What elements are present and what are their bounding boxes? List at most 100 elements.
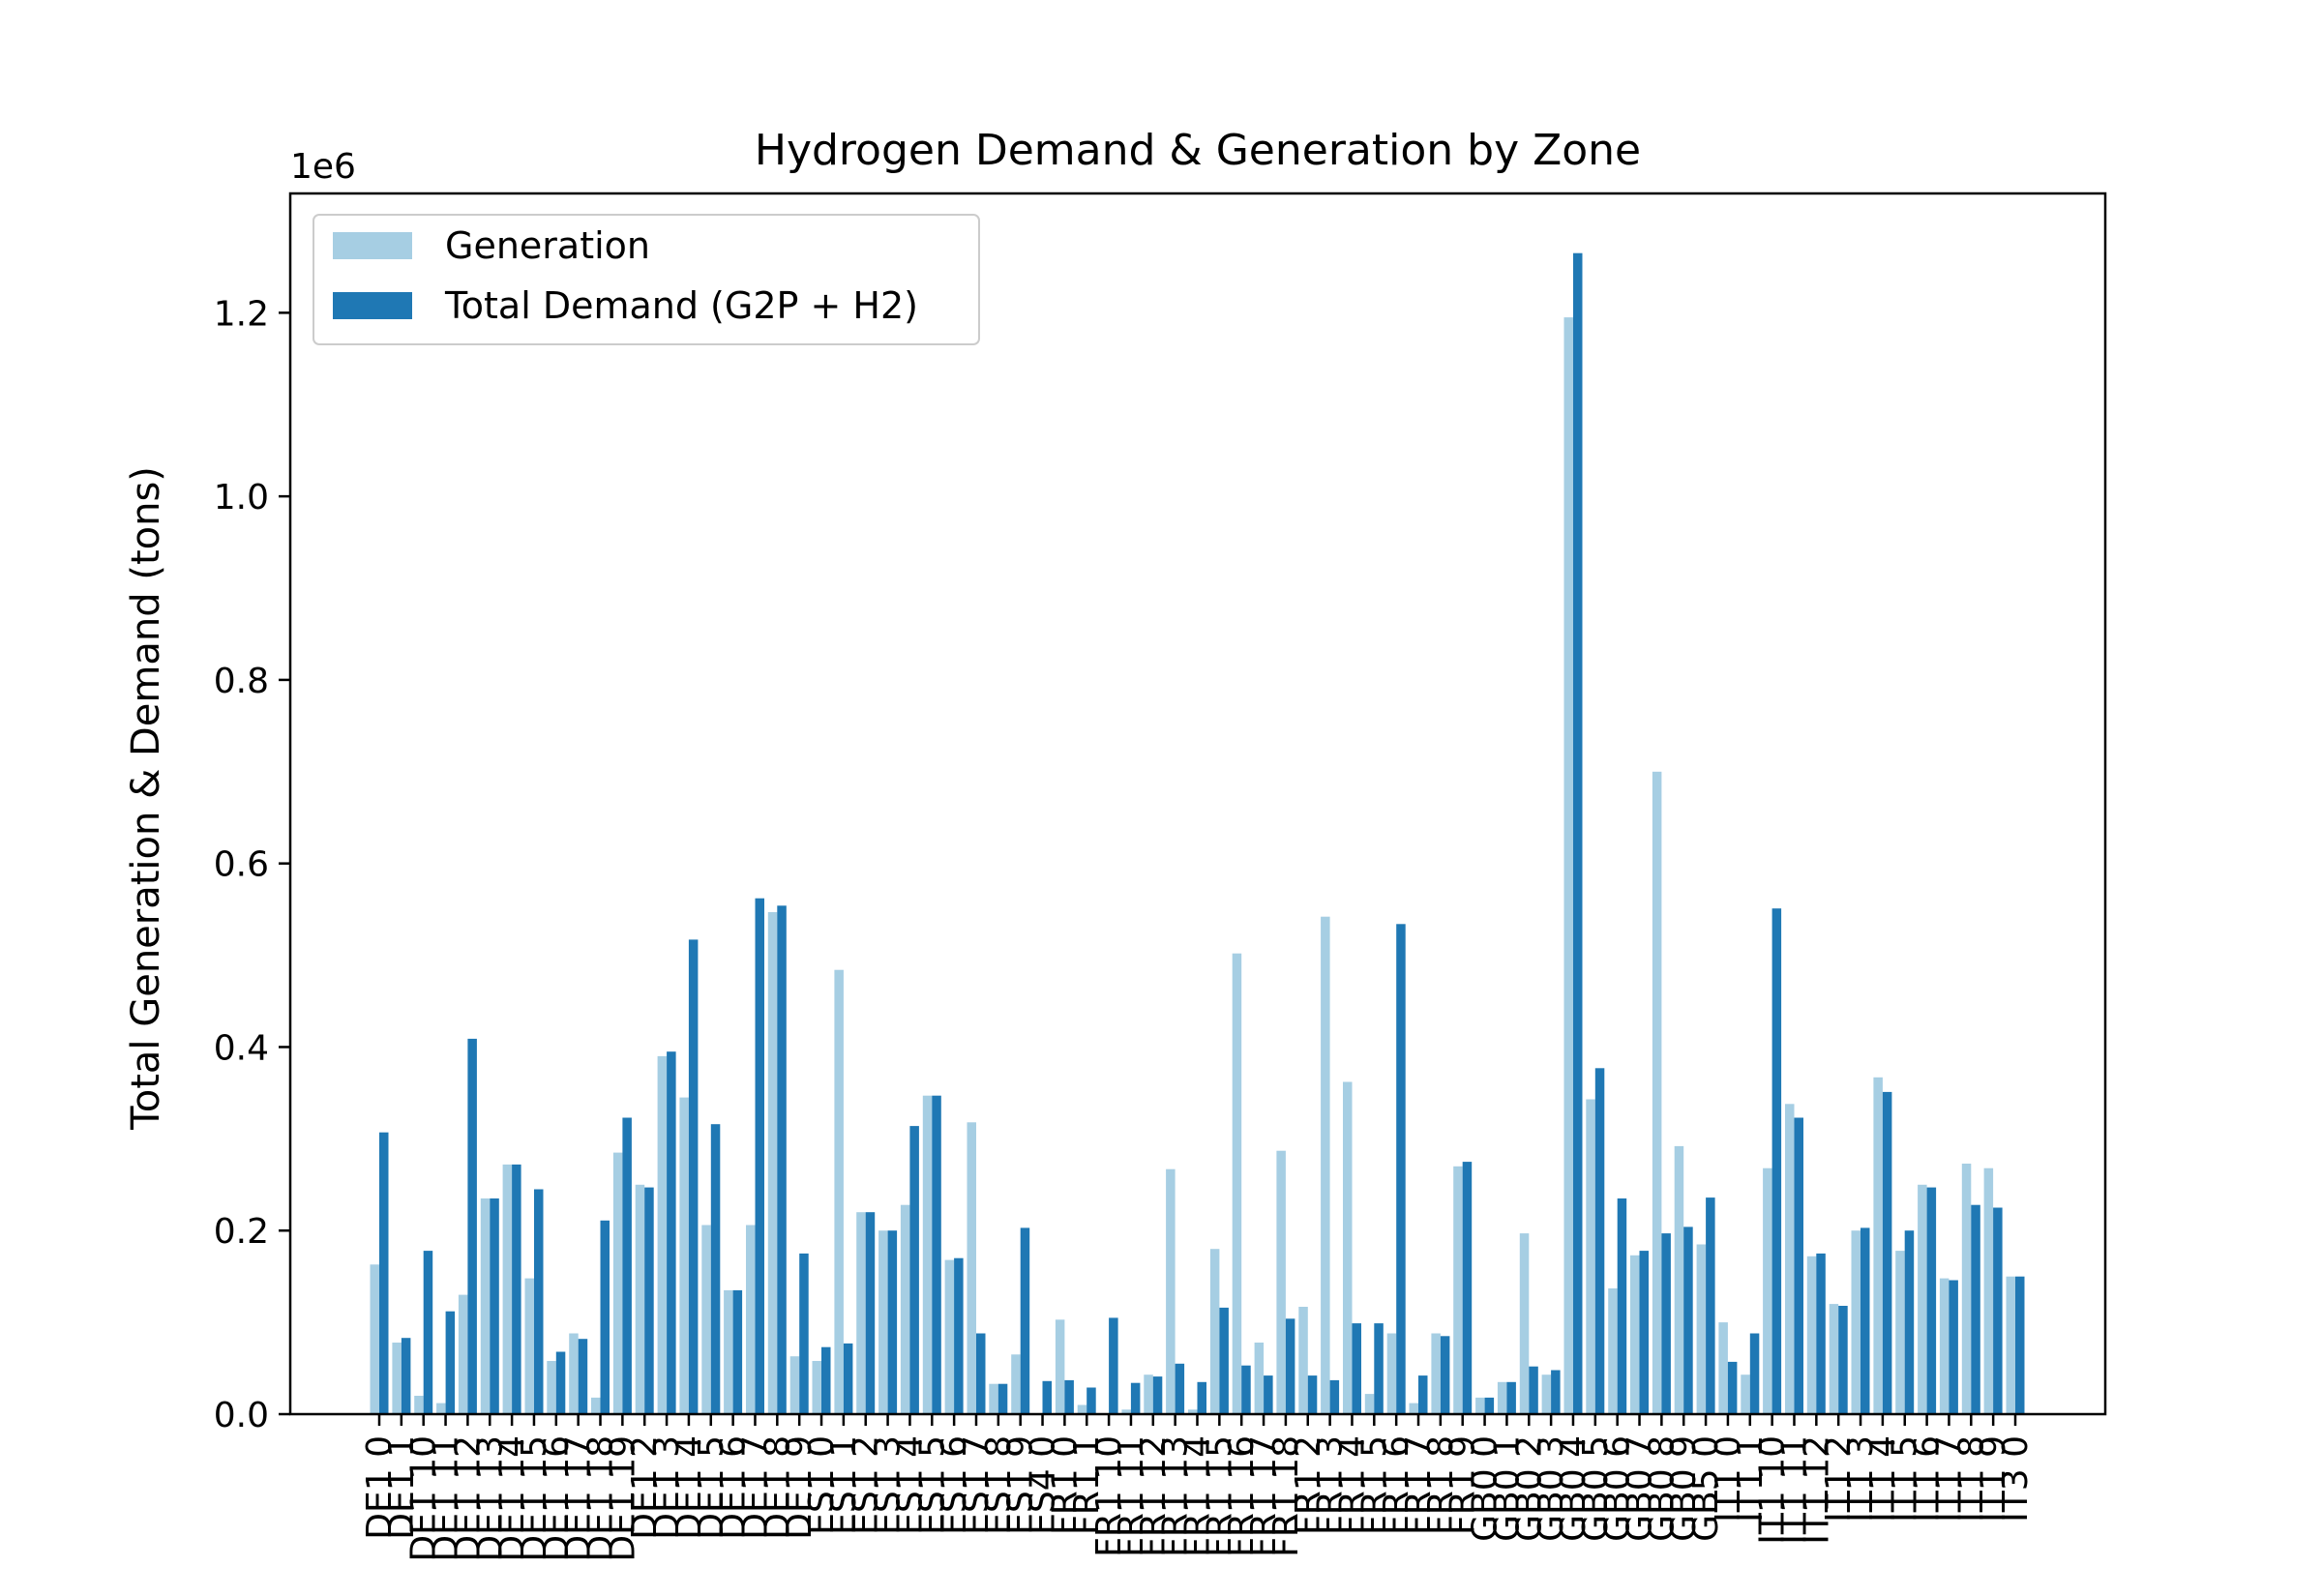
demand-bar-15 [710, 1124, 721, 1414]
generation-bar-5 [480, 1198, 491, 1414]
generation-bar-56 [1608, 1288, 1618, 1414]
generation-bar-59 [1674, 1145, 1684, 1414]
generation-bar-38 [1209, 1249, 1220, 1414]
demand-bar-65 [1816, 1253, 1826, 1414]
demand-bar-57 [1639, 1251, 1649, 1414]
y-tick-label-3: 0.6 [214, 845, 269, 885]
demand-bar-64 [1794, 1117, 1803, 1414]
generation-bar-46 [1386, 1333, 1397, 1414]
bars-layer [370, 252, 2025, 1415]
demand-bar-28 [997, 1383, 1008, 1414]
demand-bar-4 [467, 1038, 477, 1414]
demand-bar-18 [777, 905, 787, 1414]
x-tick-label-64: IT1 11 [1775, 1435, 1815, 1545]
x-tick-label-11: DE1 19 [603, 1435, 642, 1562]
demand-bar-2 [423, 1251, 433, 1414]
generation-bar-44 [1343, 1081, 1353, 1414]
generation-bar-12 [635, 1184, 645, 1414]
x-tick-label-19: DE1 9 [780, 1435, 819, 1540]
x-tick-label-37: FR1 14 [1178, 1435, 1218, 1557]
x-tick-label-43: FR1 3 [1311, 1435, 1351, 1535]
demand-bar-0 [379, 1132, 389, 1414]
demand-bar-12 [644, 1187, 654, 1414]
generation-bar-0 [370, 1264, 379, 1414]
demand-bar-29 [1020, 1227, 1030, 1414]
generation-bar-37 [1188, 1409, 1198, 1414]
demand-bar-19 [799, 1253, 809, 1414]
x-tick-label-70: IT1 6 [1908, 1435, 1948, 1522]
demand-bar-37 [1197, 1381, 1206, 1414]
generation-bar-14 [679, 1097, 689, 1414]
y-tick-label-6: 1.2 [214, 294, 269, 334]
x-tick-label-25: ES1 5 [912, 1435, 952, 1535]
generation-bar-51 [1497, 1381, 1507, 1414]
generation-bar-50 [1475, 1397, 1485, 1414]
demand-bar-74 [2015, 1276, 2025, 1414]
generation-bar-52 [1519, 1233, 1530, 1414]
demand-bar-32 [1087, 1387, 1096, 1414]
x-tick-label-13: DE1 3 [647, 1435, 687, 1540]
x-tick-label-73: IT1 9 [1974, 1435, 2013, 1522]
x-tick-label-23: ES1 3 [869, 1435, 908, 1535]
generation-bar-69 [1895, 1251, 1905, 1414]
x-tick-label-32: FR1 1 [1067, 1435, 1107, 1535]
generation-bar-9 [569, 1333, 579, 1414]
demand-bar-20 [821, 1346, 831, 1414]
demand-bar-45 [1374, 1323, 1384, 1414]
generation-bar-22 [856, 1212, 866, 1414]
demand-bar-49 [1462, 1162, 1473, 1414]
demand-bar-72 [1971, 1204, 1980, 1414]
x-tick-label-72: IT1 8 [1951, 1435, 1991, 1522]
x-tick-label-49: FR1 9 [1444, 1435, 1483, 1535]
demand-bar-59 [1683, 1227, 1693, 1414]
generation-bar-19 [789, 1356, 800, 1414]
generation-bar-3 [436, 1403, 446, 1414]
generation-bar-35 [1144, 1374, 1153, 1414]
x-tick-label-3: DE1 11 [427, 1435, 466, 1562]
legend-label-0: Generation [445, 224, 650, 267]
x-tick-label-26: ES1 6 [935, 1435, 974, 1535]
x-tick-label-12: DE1 2 [625, 1435, 665, 1540]
x-tick-label-66: IT1 2 [1819, 1435, 1859, 1522]
generation-bar-11 [612, 1152, 623, 1414]
x-tick-label-47: FR1 7 [1399, 1435, 1439, 1535]
demand-bar-6 [512, 1164, 521, 1414]
generation-bar-45 [1364, 1394, 1375, 1414]
demand-bar-30 [1042, 1380, 1052, 1414]
generation-bar-54 [1563, 317, 1573, 1415]
demand-bar-41 [1285, 1318, 1295, 1414]
generation-bar-16 [724, 1289, 733, 1414]
demand-bar-53 [1551, 1370, 1561, 1414]
x-tick-label-38: FR1 15 [1200, 1435, 1239, 1557]
x-tick-label-50: GB0 0 [1466, 1435, 1505, 1542]
demand-bar-21 [843, 1343, 853, 1414]
x-tick-label-17: DE1 7 [736, 1435, 776, 1540]
generation-bar-25 [922, 1095, 933, 1414]
demand-bar-36 [1175, 1363, 1185, 1414]
demand-bar-66 [1838, 1306, 1848, 1414]
demand-bar-40 [1264, 1375, 1273, 1414]
x-tick-label-5: DE1 13 [470, 1435, 510, 1562]
demand-bar-46 [1396, 924, 1406, 1414]
legend-swatch-1 [333, 292, 412, 319]
demand-bar-55 [1594, 1068, 1605, 1414]
generation-bar-48 [1431, 1333, 1441, 1414]
x-tick-label-42: FR1 2 [1289, 1435, 1328, 1535]
x-tick-label-20: ES1 0 [802, 1435, 842, 1535]
x-tick-label-22: ES1 2 [847, 1435, 886, 1535]
demand-bar-17 [755, 898, 764, 1414]
generation-bar-74 [2006, 1276, 2015, 1414]
generation-bar-34 [1121, 1409, 1131, 1414]
x-tick-label-33: FR1 10 [1089, 1435, 1129, 1557]
generation-bar-15 [701, 1225, 711, 1414]
x-tick-label-30: ES4 0 [1024, 1435, 1063, 1535]
y-tick-label-2: 0.4 [214, 1028, 269, 1068]
x-tick-label-34: FR1 11 [1112, 1435, 1151, 1557]
generation-bar-67 [1851, 1230, 1861, 1414]
generation-bar-58 [1652, 771, 1662, 1414]
demand-bar-11 [622, 1117, 632, 1414]
generation-bar-55 [1586, 1099, 1595, 1414]
generation-bar-53 [1541, 1374, 1552, 1414]
x-tick-label-14: DE1 4 [670, 1435, 709, 1540]
